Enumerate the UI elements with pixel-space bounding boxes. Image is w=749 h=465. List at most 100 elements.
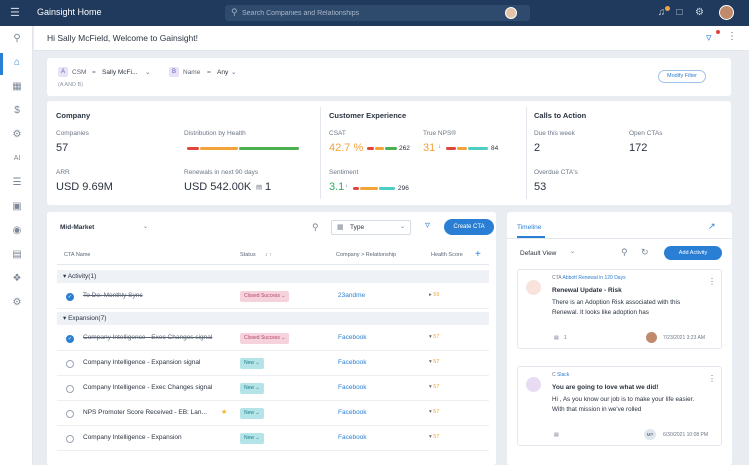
table-row[interactable]: ✓ Company Intelligence - Exec Changes si… (57, 327, 489, 351)
search-icon[interactable]: ⚲ (312, 222, 319, 232)
global-search[interactable]: ⚲ (225, 5, 530, 21)
group-row-activity[interactable]: ▾ Activity(1) (57, 270, 489, 283)
table-row[interactable]: ✓ To Do: Monthly Sync Closed Success ⌄ 2… (57, 285, 489, 309)
status-badge[interactable]: Closed Success ⌄ (240, 333, 290, 344)
search-icon[interactable]: ⚲ (621, 247, 628, 257)
cta-name[interactable]: NPS Promoter Score Received - EB: Lan... (83, 409, 207, 416)
activity-source-link[interactable]: Slack (557, 372, 570, 378)
filter-a-value[interactable]: Sally McFi... (102, 69, 138, 76)
avatar[interactable] (505, 7, 517, 19)
company-link[interactable]: Facebook (338, 334, 367, 341)
user-avatar[interactable] (719, 5, 734, 20)
company-link[interactable]: Facebook (338, 409, 367, 416)
book-icon[interactable]: □ (676, 7, 683, 18)
filter-icon[interactable]: ▿ (425, 220, 431, 231)
home-icon[interactable]: ⌂ (13, 57, 21, 68)
cta-name[interactable]: Company Intelligence - Expansion signal (83, 359, 201, 366)
more-options-icon[interactable]: ⋮ (708, 277, 716, 286)
refresh-icon[interactable]: ↻ (641, 247, 649, 257)
column-header-cta-name[interactable]: CTA Name (64, 252, 91, 258)
search-icon[interactable]: ⚲ (13, 33, 21, 44)
checkbox[interactable] (66, 435, 74, 443)
column-header-health-score[interactable]: Health Score (431, 252, 463, 258)
company-link[interactable]: 23andme (338, 292, 366, 299)
cta-name[interactable]: Company Intelligence - Exec Changes sign… (83, 384, 213, 391)
cta-name[interactable]: To Do: Monthly Sync (83, 292, 143, 299)
star-icon[interactable]: ★ (221, 409, 228, 416)
share-icon[interactable]: ❖ (12, 273, 22, 284)
timeline-activity-card[interactable]: C Slack ⋮ You are going to love what we … (517, 366, 722, 446)
table-row[interactable]: NPS Promoter Score Received - EB: Lan...… (57, 402, 489, 426)
renewals-value[interactable]: USD 542.00K (184, 181, 252, 193)
activity-source-link[interactable]: Abbott (562, 275, 577, 281)
status-badge[interactable]: New ⌄ (240, 383, 264, 394)
open-ctas-value[interactable]: 172 (629, 142, 648, 154)
view-selector[interactable]: Default View (520, 250, 557, 257)
arr-value[interactable]: USD 9.69M (56, 181, 113, 193)
status-badge[interactable]: New ⌄ (240, 358, 264, 369)
list-icon[interactable]: ☰ (12, 177, 22, 188)
company-link[interactable]: Facebook (338, 359, 367, 366)
activity-context-link[interactable]: Renewal in 120 Days (578, 275, 626, 281)
csat-value[interactable]: 42.7 % (329, 142, 364, 154)
status-badge[interactable]: New ⌄ (240, 433, 264, 444)
group-row-expansion[interactable]: ▾ Expansion(7) (57, 312, 489, 325)
checkbox[interactable] (66, 360, 74, 368)
status-badge[interactable]: New ⌄ (240, 408, 264, 419)
column-header-company[interactable]: Company > Relationship (336, 252, 397, 258)
column-header-status[interactable]: Status (240, 252, 256, 258)
comment-icon[interactable]: ▤ (554, 432, 559, 438)
overdue-ctas-value[interactable]: 53 (534, 181, 547, 193)
tab-timeline[interactable]: Timeline (517, 224, 542, 231)
gear-icon[interactable]: ⚙ (695, 7, 704, 18)
companies-value[interactable]: 57 (56, 142, 69, 154)
timeline-activity-card[interactable]: CTA Abbott Renewal in 120 Days ⋮ Renewal… (517, 269, 722, 349)
due-this-week-value[interactable]: 2 (534, 142, 541, 154)
company-link[interactable]: Facebook (338, 384, 367, 391)
activity-title[interactable]: You are going to love what we did! (552, 384, 659, 391)
admin-gear-icon[interactable]: ⚙ (12, 297, 22, 308)
target-icon[interactable]: ◉ (12, 225, 22, 236)
filter-b-value[interactable]: Any (217, 69, 229, 76)
bell-icon[interactable]: ♫ (657, 7, 666, 18)
more-options-icon[interactable]: ⋮ (727, 31, 737, 42)
external-link-icon[interactable]: ↗ (708, 221, 716, 231)
chevron-down-icon[interactable]: ⌄ (145, 69, 151, 76)
cta-name[interactable]: Company Intelligence - Expansion (83, 434, 182, 441)
chevron-down-icon[interactable]: ⌄ (231, 69, 237, 76)
create-cta-button[interactable]: Create CTA (444, 219, 494, 235)
checkbox[interactable] (66, 410, 74, 418)
clipboard-icon[interactable]: ▤ (12, 249, 22, 260)
settings-icon[interactable]: ⚙ (12, 129, 22, 140)
table-row[interactable]: Company Intelligence - Expansion New ⌄ F… (57, 427, 489, 451)
status-badge[interactable]: Closed Success ⌄ (240, 291, 290, 302)
calendar-icon[interactable]: ▣ (12, 201, 22, 212)
checkbox[interactable]: ✓ (66, 335, 74, 343)
add-column-icon[interactable]: + (475, 249, 481, 260)
comment-icon[interactable]: ▤ (554, 335, 559, 341)
more-options-icon[interactable]: ⋮ (708, 374, 716, 383)
company-link[interactable]: Facebook (338, 434, 367, 441)
nps-value[interactable]: 31 (423, 142, 436, 154)
dashboard-icon[interactable]: ▦ (12, 81, 22, 92)
cta-name[interactable]: Company Intelligence - Exec Changes sign… (83, 334, 213, 341)
modify-filter-button[interactable]: Modify Filter (658, 70, 706, 83)
chevron-down-icon[interactable]: ⌄ (143, 224, 149, 230)
dollar-icon[interactable]: $ (14, 105, 20, 116)
chevron-down-icon[interactable]: ⌄ (570, 249, 576, 255)
add-activity-button[interactable]: Add Activity (664, 246, 722, 260)
segment-selector[interactable]: Mid-Market (60, 224, 95, 231)
table-row[interactable]: Company Intelligence - Expansion signal … (57, 352, 489, 376)
health-distribution-bar[interactable] (187, 147, 299, 150)
sort-icon[interactable]: ↕ ↑ (265, 252, 272, 258)
table-row[interactable]: Company Intelligence - Exec Changes sign… (57, 377, 489, 401)
ai-icon[interactable]: AI (13, 155, 21, 162)
search-input[interactable] (242, 7, 502, 19)
filter-icon[interactable]: ▿ (706, 32, 712, 44)
activity-title[interactable]: Renewal Update - Risk (552, 287, 622, 294)
checkbox[interactable]: ✓ (66, 293, 74, 301)
type-dropdown[interactable]: ▦ Type ⌄ (331, 220, 411, 235)
sentiment-value[interactable]: 3.1 (329, 181, 345, 193)
checkbox[interactable] (66, 385, 74, 393)
hamburger-menu-icon[interactable]: ☰ (10, 7, 20, 19)
